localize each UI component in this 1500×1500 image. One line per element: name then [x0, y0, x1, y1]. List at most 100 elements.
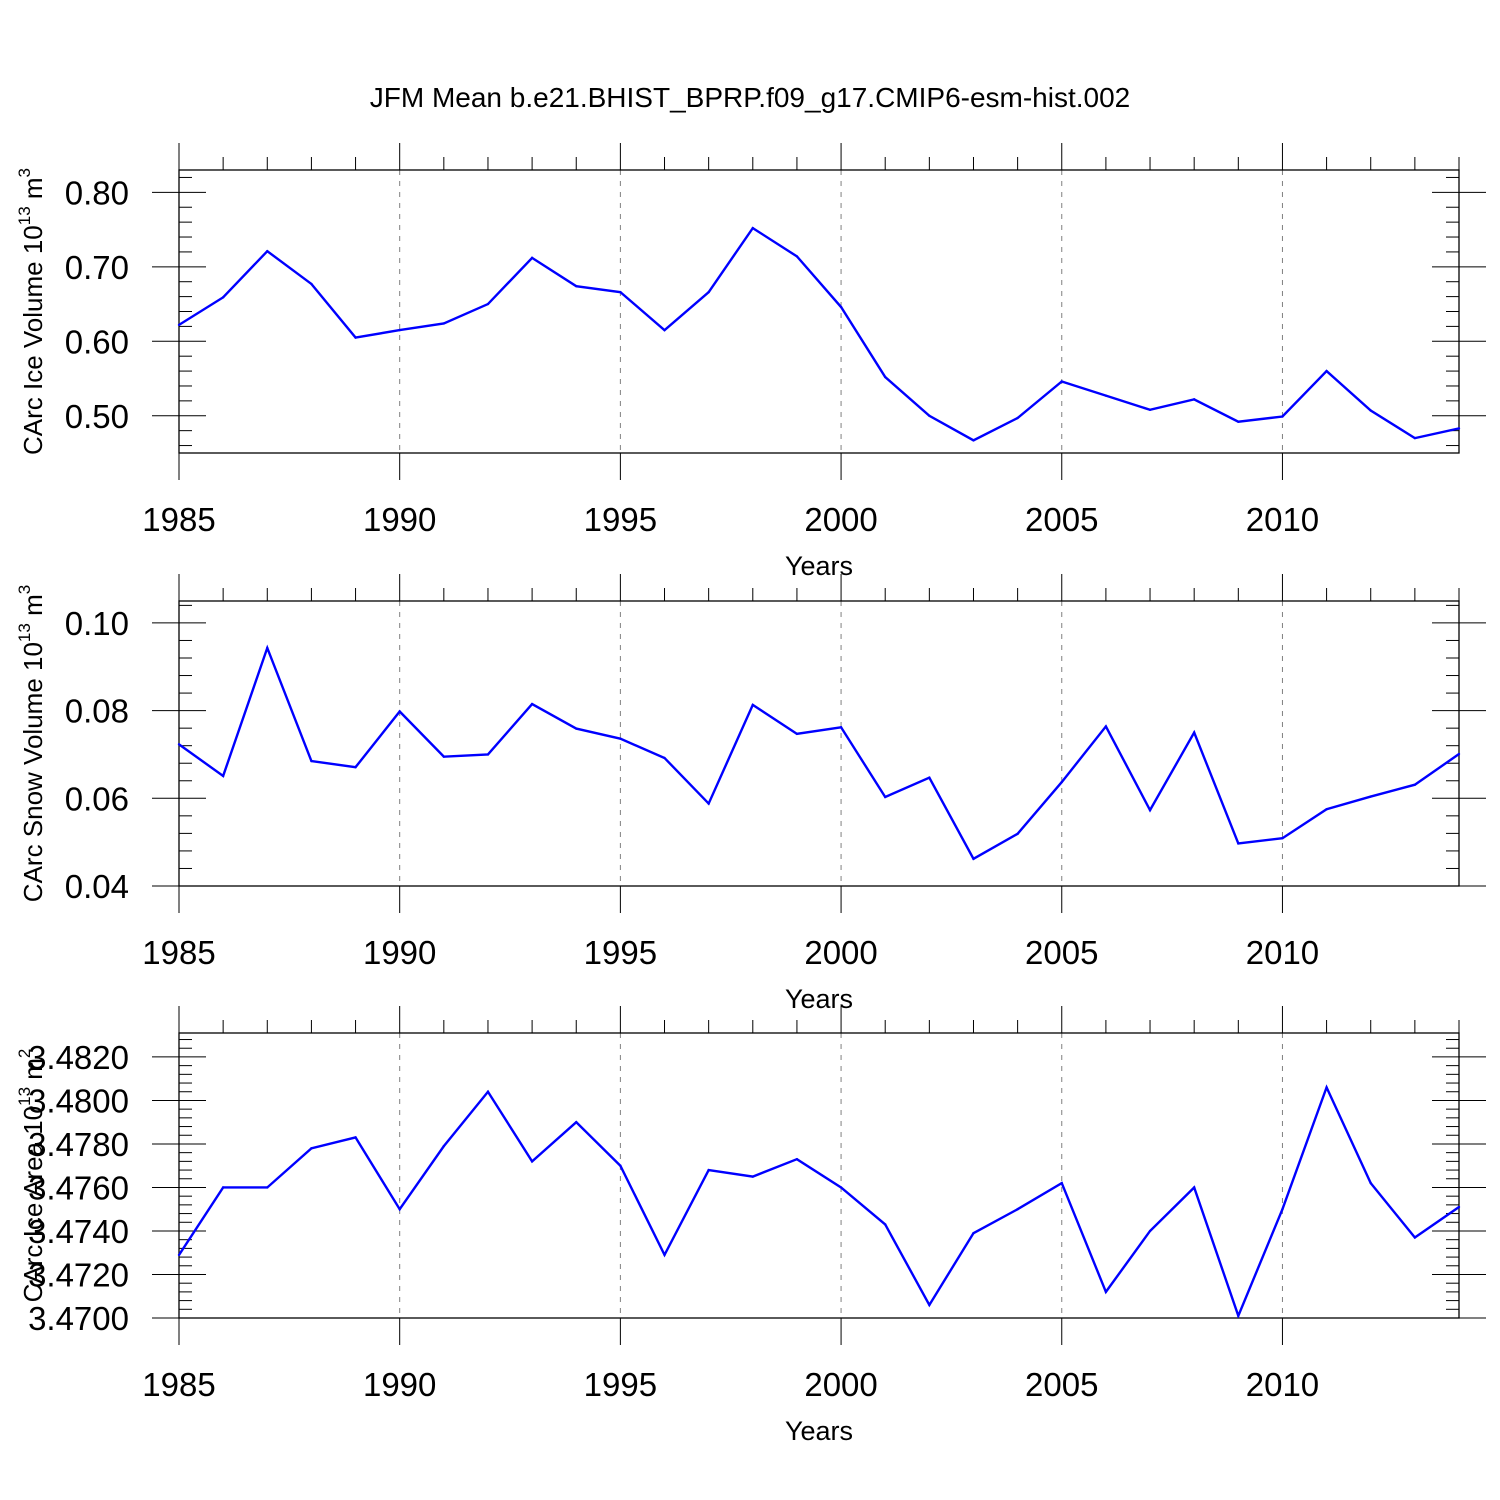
data-point: [751, 1175, 754, 1178]
data-point: [619, 1164, 622, 1167]
series-line: [179, 226, 1459, 442]
data-point: [1016, 416, 1019, 420]
data-point: [1237, 420, 1240, 423]
data-point: [1413, 436, 1417, 440]
data-point: [795, 1157, 799, 1161]
data-point: [1369, 1181, 1372, 1185]
data-point: [177, 1253, 181, 1257]
y-axis-title-unit-base: m: [18, 594, 48, 623]
data-point: [266, 249, 269, 253]
data-point: [310, 759, 313, 763]
data-point: [530, 702, 534, 706]
plot-frame: [178, 600, 1460, 887]
data-point: [1413, 1236, 1417, 1239]
x-tick-label: 2010: [1246, 1366, 1319, 1403]
y-axis-title-unit-exponent: 3: [15, 168, 34, 177]
data-point: [177, 323, 181, 327]
x-tick-label: 2010: [1246, 934, 1319, 971]
x-tick-label: 1990: [363, 934, 436, 971]
x-tick-label: 1995: [584, 501, 657, 538]
y-axis-title-exponent: 13: [15, 623, 34, 642]
data-point: [221, 296, 225, 299]
data-point: [795, 732, 799, 736]
data-point: [972, 857, 975, 861]
x-tick-label: 1990: [363, 501, 436, 538]
data-point: [398, 1208, 401, 1211]
data-point: [751, 703, 754, 707]
y-axis-title-prefix: CArc Ice Area 10: [18, 1106, 48, 1303]
y-tick-label: 0.10: [65, 605, 129, 642]
data-point: [354, 1136, 357, 1139]
y-tick-label: 3.4780: [28, 1126, 129, 1163]
x-tick-label: 1995: [584, 1366, 657, 1403]
data-point: [1281, 415, 1284, 418]
data-point: [1060, 780, 1063, 784]
data-point: [266, 1186, 269, 1189]
data-point: [575, 727, 578, 730]
data-point: [1016, 832, 1019, 836]
y-tick-label: 3.4760: [28, 1169, 129, 1206]
data-point: [707, 802, 710, 805]
data-point: [928, 1303, 931, 1307]
data-point: [442, 1144, 446, 1148]
y-axis-title-unit-exponent: 3: [15, 585, 34, 594]
data-point: [221, 1186, 225, 1189]
data-point: [1016, 1208, 1019, 1211]
y-axis-title-exponent: 13: [15, 1087, 34, 1106]
x-axis-title: Years: [785, 551, 853, 581]
data-point: [795, 255, 799, 258]
chart-panel-1: 1985 1990 1995 2000 2005 2010 Years 0.50 0.60 0.7…: [15, 143, 1486, 581]
data-point: [1369, 795, 1372, 798]
data-point: [619, 737, 622, 740]
data-point: [310, 282, 313, 286]
y-axis-title-unit-base: m: [18, 177, 48, 206]
y-axis-title: CArc Ice Area 1013 m2: [15, 1049, 48, 1303]
data-point: [707, 290, 710, 294]
data-point: [1148, 408, 1152, 412]
data-point: [442, 755, 446, 758]
data-point: [1237, 842, 1240, 845]
data-point: [663, 1253, 666, 1257]
data-point: [575, 1120, 578, 1124]
y-axis-title-unit-exponent: 2: [15, 1049, 34, 1058]
data-point: [839, 305, 843, 309]
data-point: [972, 439, 975, 442]
data-point: [354, 336, 357, 339]
data-point: [310, 1147, 313, 1150]
data-point: [530, 1160, 534, 1163]
x-axis-title: Years: [785, 1416, 853, 1446]
data-point: [839, 726, 843, 729]
y-tick-label: 0.08: [65, 693, 129, 730]
y-axis-title-prefix: CArc Snow Volume 10: [18, 642, 48, 902]
data-point: [884, 795, 887, 799]
data-point: [1237, 1314, 1240, 1318]
series-line: [179, 644, 1459, 861]
data-point: [442, 322, 446, 325]
plot-frame: [178, 169, 1460, 454]
x-tick-label: 1985: [142, 1366, 215, 1403]
data-point: [1281, 1208, 1284, 1211]
data-point: [1192, 398, 1196, 401]
data-point: [751, 226, 754, 230]
data-point: [486, 302, 490, 306]
data-point: [177, 743, 181, 746]
x-tick-label: 2010: [1246, 501, 1319, 538]
data-point: [486, 1090, 490, 1093]
data-point: [1369, 409, 1372, 412]
data-point: [266, 646, 269, 650]
data-point: [354, 765, 357, 769]
y-tick-label: 3.4800: [28, 1082, 129, 1119]
data-point: [1413, 783, 1417, 786]
x-tick-label: 2005: [1025, 501, 1098, 538]
data-point: [530, 256, 534, 260]
data-point: [663, 756, 666, 760]
x-tick-label: 2000: [804, 934, 877, 971]
data-point: [1325, 808, 1328, 811]
x-axis-title: Years: [785, 984, 853, 1014]
data-point: [707, 1168, 710, 1172]
chart-panel-3: 1985 1990 1995 2000 2005 2010 Years 3.4700 3.472…: [15, 1006, 1486, 1446]
y-tick-label: 0.50: [65, 398, 129, 435]
data-point: [486, 753, 490, 756]
y-axis-title: CArc Snow Volume 1013 m3: [15, 585, 48, 902]
